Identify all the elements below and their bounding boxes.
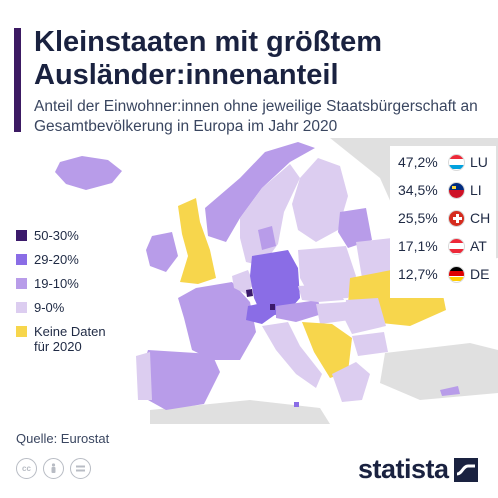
ranking-row: 25,5% CH — [398, 208, 494, 228]
map-turkey — [380, 343, 498, 400]
switzerland-flag-icon — [448, 209, 465, 227]
map-baltics — [338, 208, 372, 248]
map-italy — [262, 322, 322, 388]
ranking-value: 25,5% — [398, 210, 438, 226]
map-ireland — [146, 232, 178, 272]
map-malta — [294, 402, 299, 407]
ranking-value: 34,5% — [398, 182, 438, 198]
map-denmark — [258, 226, 276, 250]
map-united-kingdom — [178, 198, 216, 284]
map-luxembourg — [246, 289, 253, 297]
by-icon[interactable] — [43, 458, 64, 479]
ranking-country: CH — [470, 210, 491, 226]
ranking-row: 34,5% LI — [398, 180, 494, 200]
ranking-country: LU — [470, 154, 488, 170]
legend-label: 9-0% — [34, 300, 65, 315]
license-icons: cc — [16, 458, 97, 479]
legend-item: 29-20% — [16, 252, 106, 267]
legend-swatch — [16, 278, 27, 289]
map-sweden — [240, 164, 300, 266]
ranking-value: 47,2% — [398, 154, 438, 170]
map-belarus — [356, 238, 398, 278]
map-romania — [344, 298, 386, 334]
map-finland — [292, 158, 348, 242]
map-north-africa — [150, 400, 330, 424]
map-hungary — [316, 302, 350, 324]
map-france — [178, 282, 256, 360]
legend-item: 9-0% — [16, 300, 106, 315]
map-benelux — [232, 270, 254, 294]
map-czechia-slovakia — [298, 284, 344, 302]
legend-swatch — [16, 230, 27, 241]
map-cyprus — [440, 386, 460, 396]
map-liechtenstein — [270, 304, 275, 310]
legend-item: 50-30% — [16, 228, 106, 243]
ranking-row: 17,1% AT — [398, 236, 494, 256]
map-greece — [332, 362, 370, 402]
cc-icon[interactable]: cc — [16, 458, 37, 479]
ranking-country: LI — [470, 182, 482, 198]
austria-flag-icon — [448, 237, 465, 255]
ranking-value: 12,7% — [398, 266, 438, 282]
statista-logo-icon — [453, 457, 478, 482]
map-iceland — [55, 156, 122, 190]
ranking-row: 12,7% DE — [398, 264, 494, 284]
legend-item: 19-10% — [16, 276, 106, 291]
ranking-value: 17,1% — [398, 238, 438, 254]
legend-swatch — [16, 254, 27, 265]
nd-icon[interactable] — [70, 458, 91, 479]
ranking-country: AT — [470, 238, 487, 254]
liechtenstein-flag-icon — [448, 181, 465, 199]
legend-swatch — [16, 326, 27, 337]
legend-swatch — [16, 302, 27, 313]
map-austria — [276, 300, 322, 322]
chart-title: Kleinstaaten mit größtem Ausländer:innen… — [34, 26, 383, 91]
ranking-table: 47,2% LU 34,5% LI 25,5% CH 17,1% AT — [390, 146, 496, 298]
title-accent-bar — [14, 28, 21, 132]
luxembourg-flag-icon — [448, 153, 465, 171]
legend-label: Keine Daten für 2020 — [34, 324, 106, 354]
map-bulgaria — [352, 332, 388, 356]
legend-item: Keine Daten für 2020 — [16, 324, 106, 354]
source-note: Quelle: Eurostat — [16, 431, 110, 446]
legend: 50-30% 29-20% 19-10% 9-0% Keine Daten fü… — [16, 228, 106, 363]
ranking-row: 47,2% LU — [398, 152, 494, 172]
germany-flag-icon — [448, 265, 465, 283]
statista-brand[interactable]: statista — [358, 454, 478, 485]
legend-label: 19-10% — [34, 276, 79, 291]
map-portugal — [136, 352, 152, 400]
ranking-country: DE — [470, 266, 490, 282]
map-norway — [205, 142, 315, 242]
map-spain — [140, 350, 220, 410]
map-balkans — [302, 322, 352, 378]
map-germany — [250, 250, 300, 316]
map-switzerland — [246, 302, 276, 324]
chart-subtitle: Anteil der Einwohner:innen ohne jeweilig… — [34, 98, 478, 135]
legend-label: 29-20% — [34, 252, 79, 267]
brand-name: statista — [358, 454, 449, 484]
legend-label: 50-30% — [34, 228, 79, 243]
